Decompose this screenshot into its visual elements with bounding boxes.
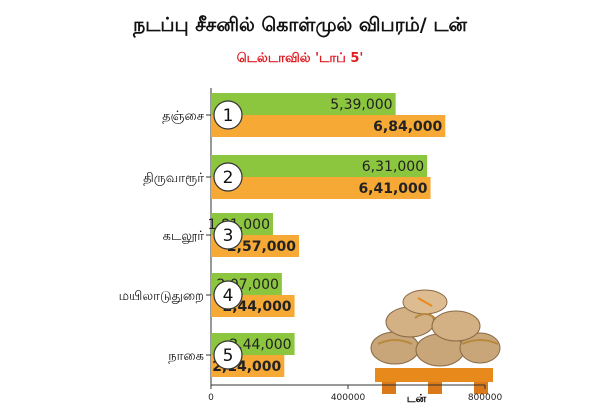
- rank-circle-1: [213, 100, 243, 130]
- data-label-series1-1: 5,39,000: [330, 97, 392, 113]
- category-label-5: நாகை: [168, 349, 204, 364]
- data-label-series1-2: 6,31,000: [362, 159, 424, 175]
- data-label-series2-2: 6,41,000: [358, 181, 427, 197]
- rank-number-3: 3: [223, 226, 234, 246]
- bar-series2-2: [211, 177, 431, 199]
- x-axis-label: டன்: [407, 392, 427, 405]
- rank-circle-4: [213, 280, 243, 310]
- bar-series2-1: [211, 115, 446, 137]
- category-label-2: திருவாரூர்: [143, 171, 204, 186]
- rank-circle-3: [213, 220, 243, 250]
- rice-sacks-illustration: [370, 289, 501, 394]
- bar-series1-1: [211, 93, 396, 115]
- chart-subtitle: டெல்டாவில் 'டாப் 5': [236, 51, 364, 66]
- rank-number-4: 4: [223, 286, 234, 306]
- rank-circle-5: [213, 340, 243, 370]
- x-tick-label-1: 0: [208, 393, 214, 403]
- rank-number-5: 5: [223, 346, 234, 366]
- bar-series1-2: [211, 155, 428, 177]
- x-tick-label-3: 800000: [468, 393, 503, 403]
- rank-number-2: 2: [223, 168, 234, 188]
- data-label-series2-3: 2,57,000: [227, 239, 296, 255]
- category-label-3: கடலூர்: [163, 229, 205, 244]
- rank-circle-2: [213, 162, 243, 192]
- chart-title: நடப்பு சீசனில் கொள்முல் விபரம்/ டன்: [133, 14, 467, 36]
- data-label-series1-5: 2,44,000: [229, 337, 291, 353]
- data-label-series2-1: 6,84,000: [373, 119, 442, 135]
- rank-number-1: 1: [223, 106, 234, 126]
- category-label-4: மயிலாடுதுறை: [119, 289, 204, 304]
- x-tick-label-2: 400000: [331, 393, 366, 403]
- category-label-1: தஞ்சை: [162, 109, 204, 124]
